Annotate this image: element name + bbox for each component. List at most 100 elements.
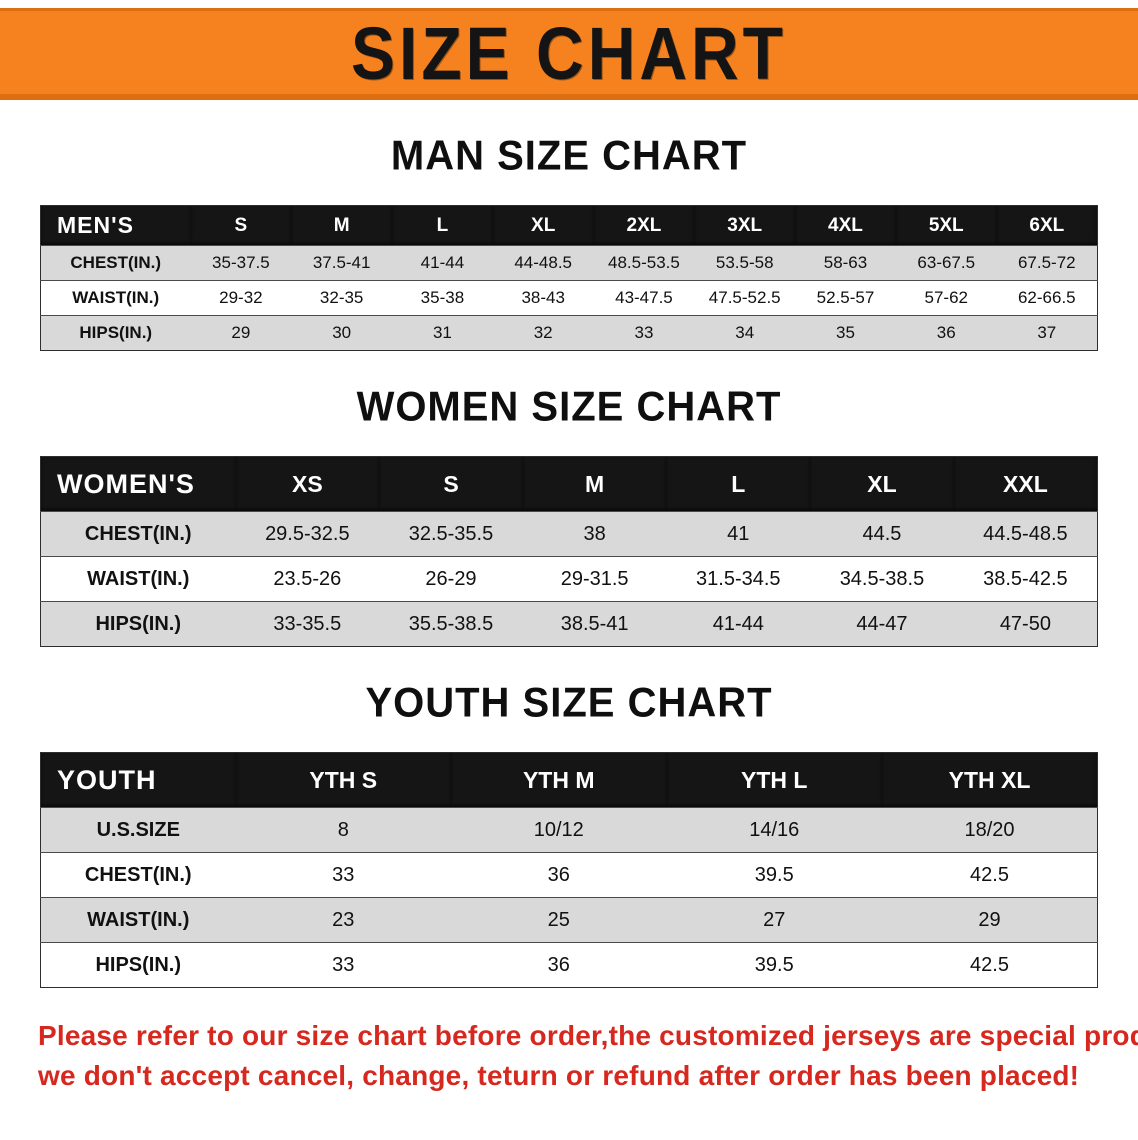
youth-size-chart-heading: YOUTH SIZE CHART — [365, 679, 773, 727]
table-cell: 29-32 — [219, 288, 263, 307]
women-size-chart-table: WOMEN'S XS S M L XL XXL CHEST(IN.) 29.5-32.5 32.5… — [40, 456, 1098, 647]
row-label: WAIST(IN.) — [72, 288, 160, 307]
size-column-header: YTH M — [451, 752, 667, 808]
table-cell: 39.5 — [754, 953, 794, 976]
table-cell: 29.5-32.5 — [265, 522, 350, 545]
table-cell: 62-66.5 — [1017, 288, 1076, 307]
table-cell: 31 — [432, 323, 452, 342]
table-cell: 38 — [583, 522, 606, 545]
table-cell: 29-31.5 — [560, 567, 629, 590]
page-title: SIZE CHART — [351, 11, 787, 94]
row-label: HIPS(IN.) — [95, 953, 182, 976]
row-label: HIPS(IN.) — [95, 612, 182, 635]
table-row: CHEST(IN.) 35-37.5 37.5-41 41-44 44-48.5 48.5… — [40, 245, 1098, 281]
table-cell: 32.5-35.5 — [408, 522, 494, 545]
table-row: HIPS(IN.) 33 36 39.5 42.5 — [40, 942, 1098, 988]
table-cell: 42.5 — [970, 863, 1009, 886]
table-cell: 44.5-48.5 — [983, 522, 1068, 545]
table-cell: 37 — [1037, 323, 1057, 342]
size-column-header: M — [522, 456, 667, 512]
row-label: CHEST(IN.) — [84, 863, 192, 886]
size-column-header: L — [666, 456, 811, 512]
header-row: WOMEN'S XS S M L XL XXL — [40, 456, 1098, 512]
row-label: U.S.SIZE — [96, 818, 180, 841]
size-column-header: YTH XL — [882, 752, 1098, 808]
table-row: CHEST(IN.) 33 36 39.5 42.5 — [40, 852, 1098, 898]
size-column-header: XS — [235, 456, 380, 512]
table-cell: 30 — [332, 323, 352, 342]
row-label: WAIST(IN.) — [87, 908, 190, 931]
size-column-header: 3XL — [694, 205, 796, 246]
table-cell: 44-48.5 — [514, 253, 573, 272]
size-column-header: M — [291, 205, 393, 246]
size-column-header: L — [392, 205, 493, 246]
size-chart-page: SIZE CHART MAN SIZE CHART MEN'S S M L XL 2XL 3X… — [0, 8, 1138, 1140]
table-row: WAIST(IN.) 29-32 32-35 35-38 38-43 43-47.5 47.… — [40, 280, 1098, 316]
man-size-chart-table: MEN'S S M L XL 2XL 3XL 4XL 5XL 6XL CHEST(IN.) 35-37… — [40, 205, 1098, 351]
women-size-chart-section: WOMEN SIZE CHART WOMEN'S XS S M L XL XXL CHEST(I… — [0, 384, 1138, 647]
row-label: HIPS(IN.) — [79, 323, 153, 342]
header-row: MEN'S S M L XL 2XL 3XL 4XL 5XL 6XL — [40, 205, 1098, 246]
table-cell: 18/20 — [964, 818, 1015, 841]
table-cell: 58-63 — [823, 253, 868, 272]
table-cell: 14/16 — [749, 818, 800, 841]
youth-size-chart-section: YOUTH SIZE CHART YOUTH YTH S YTH M YTH L YTH … — [0, 679, 1138, 988]
table-cell: 29 — [231, 323, 251, 342]
size-column-header: XL — [492, 205, 594, 246]
table-cell: 26-29 — [425, 567, 477, 590]
table-cell: 44.5 — [862, 522, 902, 545]
notice-line-2: we don't accept cancel, change, teturn o… — [38, 1060, 1080, 1091]
table-row: HIPS(IN.) 29 30 31 32 33 34 35 36 37 — [40, 315, 1098, 351]
table-cell: 23 — [332, 908, 355, 931]
table-body: CHEST(IN.) 35-37.5 37.5-41 41-44 44-48.5 48.5… — [40, 245, 1098, 351]
table-corner-label: WOMEN'S — [40, 456, 236, 512]
table-cell: 38-43 — [521, 288, 565, 307]
table-cell: 33 — [634, 323, 654, 342]
table-cell: 35.5-38.5 — [408, 612, 494, 635]
table-cell: 41-44 — [420, 253, 465, 272]
table-cell: 33 — [332, 953, 355, 976]
table-cell: 32 — [533, 323, 553, 342]
table-cell: 41 — [727, 522, 750, 545]
table-cell: 36 — [547, 863, 570, 886]
table-row: HIPS(IN.) 33-35.5 35.5-38.5 38.5-41 41-44 44-… — [40, 601, 1098, 647]
youth-size-chart-table: YOUTH YTH S YTH M YTH L YTH XL U.S.SIZE 8 10/12… — [40, 752, 1098, 988]
size-column-header: 5XL — [895, 205, 997, 246]
table-corner-label: YOUTH — [40, 752, 236, 808]
table-cell: 33-35.5 — [273, 612, 342, 635]
size-column-header: YTH S — [235, 752, 451, 808]
table-cell: 32-35 — [319, 288, 364, 307]
size-chart-sections: MAN SIZE CHART MEN'S S M L XL 2XL 3XL 4XL 5XL 6XL C… — [0, 133, 1138, 988]
table-cell: 31.5-34.5 — [696, 567, 781, 590]
size-column-header: 6XL — [996, 205, 1098, 246]
table-cell: 43-47.5 — [615, 288, 673, 307]
table-cell: 47.5-52.5 — [708, 288, 781, 307]
table-header: MEN'S S M L XL 2XL 3XL 4XL 5XL 6XL — [40, 205, 1098, 246]
table-cell: 67.5-72 — [1017, 253, 1076, 272]
size-column-header: 2XL — [593, 205, 695, 246]
table-cell: 10/12 — [533, 818, 584, 841]
man-size-chart-section: MAN SIZE CHART MEN'S S M L XL 2XL 3XL 4XL 5XL 6XL C… — [0, 133, 1138, 351]
table-body: U.S.SIZE 8 10/12 14/16 18/20 CHEST(IN.) 33 36 39… — [40, 807, 1098, 988]
table-cell: 25 — [547, 908, 570, 931]
table-body: CHEST(IN.) 29.5-32.5 32.5-35.5 38 41 44.5 44.5… — [40, 511, 1098, 647]
table-row: WAIST(IN.) 23 25 27 29 — [40, 897, 1098, 943]
table-cell: 29 — [978, 908, 1001, 931]
table-cell: 39.5 — [754, 863, 794, 886]
row-label: CHEST(IN.) — [84, 522, 192, 545]
size-column-header: 4XL — [795, 205, 896, 246]
table-cell: 47-50 — [999, 612, 1051, 635]
row-label: WAIST(IN.) — [87, 567, 190, 590]
size-column-header: XL — [810, 456, 954, 512]
table-cell: 42.5 — [970, 953, 1009, 976]
table-row: CHEST(IN.) 29.5-32.5 32.5-35.5 38 41 44.5 44.5… — [40, 511, 1098, 557]
table-cell: 27 — [763, 908, 786, 931]
table-cell: 37.5-41 — [312, 253, 371, 272]
table-cell: 35 — [836, 323, 855, 342]
notice-line-1: Please refer to our size chart before or… — [38, 1020, 1138, 1051]
footer-notice: Please refer to our size chart before or… — [0, 1020, 1138, 1092]
table-cell: 48.5-53.5 — [608, 253, 680, 272]
size-column-header: YTH L — [666, 752, 882, 808]
table-header: YOUTH YTH S YTH M YTH L YTH XL — [40, 752, 1098, 808]
row-label: CHEST(IN.) — [70, 253, 162, 272]
